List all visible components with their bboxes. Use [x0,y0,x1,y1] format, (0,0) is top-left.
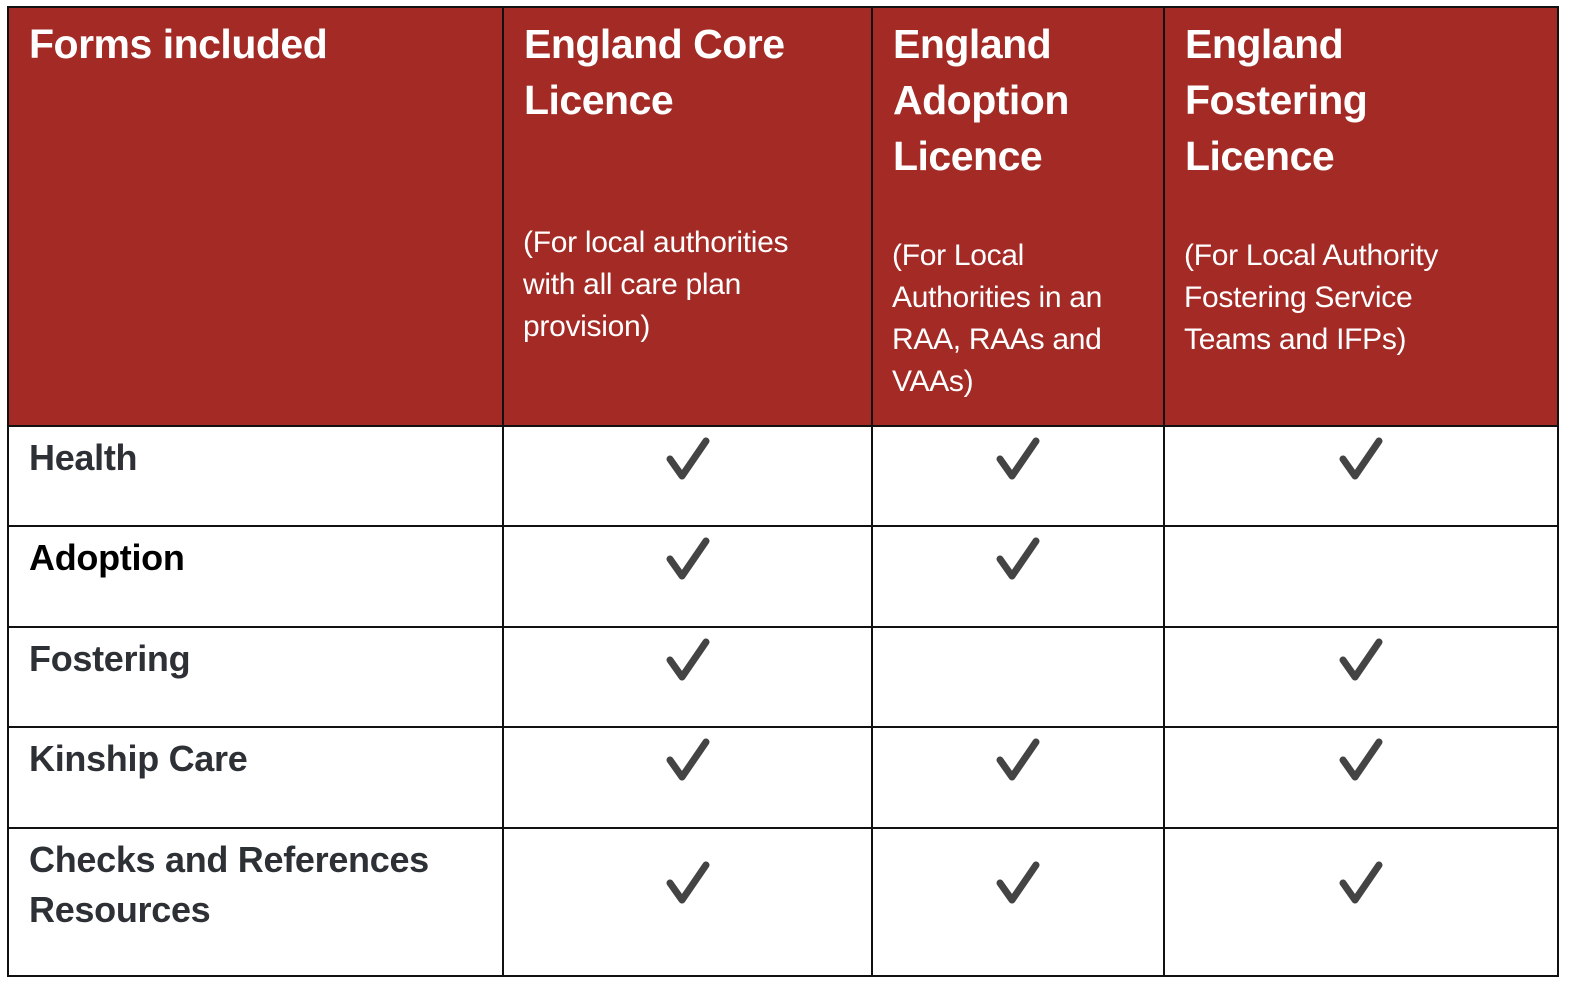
table-cell [504,527,873,628]
column-title-line: England Core [524,21,785,67]
column-subtitle-line: with all care plan [523,268,742,301]
table-cell [1165,829,1557,975]
table-cell [873,427,1165,527]
row-label: Adoption [29,533,185,583]
row-label-line: Adoption [29,537,185,578]
check-mark-icon [1339,861,1383,904]
check-mark-icon [1339,437,1383,480]
check-mark-icon [996,738,1040,781]
column-subtitle-line: (For Local [892,239,1025,272]
row-label-line: Fostering [29,638,191,679]
table-cell [504,728,873,829]
check-mark-icon [1339,638,1383,681]
column-title-line: Forms included [29,21,328,67]
table-cell [504,628,873,728]
column-subtitle: (For local authorities with all care plan… [523,222,788,348]
column-subtitle-line: (For Local Authority [1184,239,1439,272]
check-mark-icon [996,537,1040,580]
table-cell [873,527,1165,628]
row-label-line: Health [29,437,138,478]
column-header-2: England Adoption Licence (For Local Authorit… [873,8,1165,427]
row-label-line: Resources [29,889,211,930]
table-cell [1165,427,1557,527]
row-label: Checks and References Resources [29,835,429,935]
column-title: England Adoption Licence [893,16,1069,184]
licence-comparison-table: Forms included England Core Licence (For lo… [7,6,1559,977]
row-label-cell: Checks and References Resources [9,829,504,975]
column-title-line: Licence [893,133,1043,179]
check-mark-icon [666,738,709,781]
column-title-line: Licence [524,77,674,123]
check-mark-icon [666,638,709,681]
column-subtitle: (For Local Authorities in an RAA, RAAs and… [892,235,1102,403]
column-title: England Core Licence [524,16,785,128]
column-subtitle-line: Teams and IFPs) [1184,323,1407,356]
check-mark-icon [996,861,1040,904]
check-mark-icon [666,437,709,480]
column-title-line: Licence [1185,133,1335,179]
row-label-cell: Fostering [9,628,504,728]
column-subtitle-line: RAA, RAAs and [892,323,1102,356]
check-mark-icon [996,437,1040,480]
table-cell [504,427,873,527]
table-cell [873,728,1165,829]
column-title-line: England [893,21,1052,67]
check-mark-icon [666,861,709,904]
row-label-line: Checks and References [29,839,429,880]
column-subtitle: (For Local Authority Fostering Service Tea… [1184,235,1438,361]
table-cell [873,829,1165,975]
column-title: Forms included [29,16,328,72]
column-subtitle-line: provision) [523,310,651,343]
row-label: Kinship Care [29,734,248,784]
row-label-cell: Health [9,427,504,527]
column-title: England Fostering Licence [1185,16,1368,184]
column-header-3: England Fostering Licence (For Local Author… [1165,8,1557,427]
column-title-line: England [1185,21,1344,67]
column-subtitle-line: Authorities in an [892,281,1103,314]
table-cell [1165,527,1557,628]
table-cell [873,628,1165,728]
column-subtitle-line: VAAs) [892,365,974,398]
row-label-line: Kinship Care [29,738,248,779]
column-header-0: Forms included [9,8,504,427]
row-label-cell: Adoption [9,527,504,628]
column-subtitle-line: (For local authorities [523,226,789,259]
table-cell [504,829,873,975]
column-header-1: England Core Licence (For local authoritie… [504,8,873,427]
column-title-line: Adoption [893,77,1069,123]
table-cell [1165,728,1557,829]
column-title-line: Fostering [1185,77,1368,123]
row-label: Fostering [29,634,191,684]
row-label-cell: Kinship Care [9,728,504,829]
check-mark-icon [666,537,709,580]
column-subtitle-line: Fostering Service [1184,281,1413,314]
check-mark-icon [1339,738,1383,781]
row-label: Health [29,433,138,483]
table-cell [1165,628,1557,728]
